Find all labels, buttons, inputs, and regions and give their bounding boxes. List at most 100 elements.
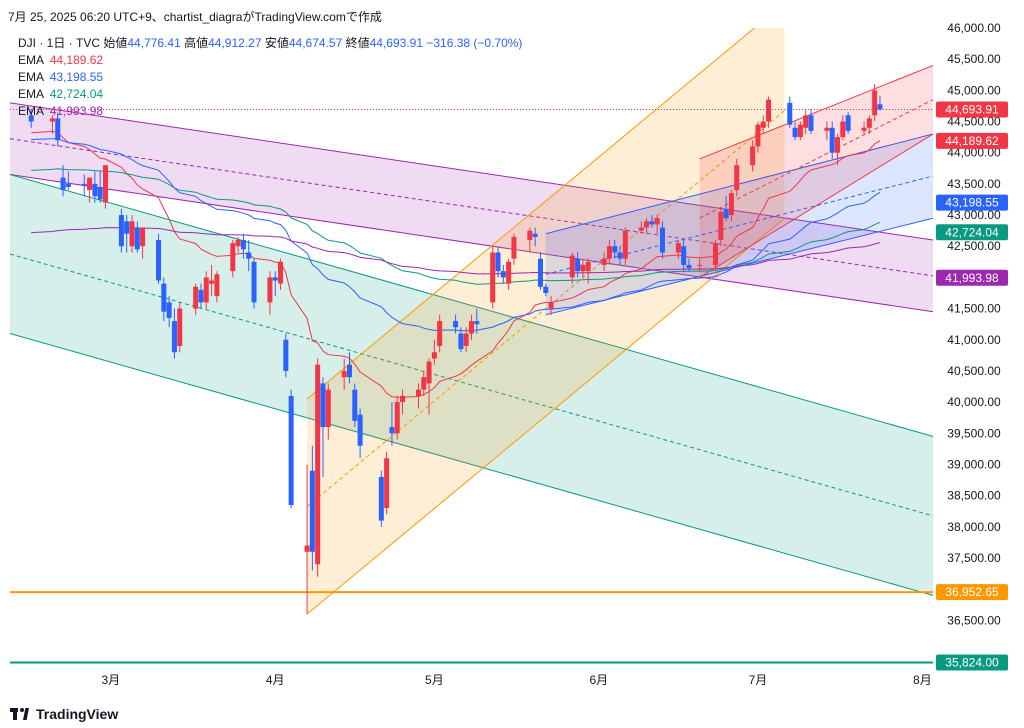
price-tag-bg	[936, 269, 1008, 286]
price-tag: 35,824.00	[936, 654, 1008, 671]
candle	[659, 221, 665, 259]
ema-row-2[interactable]: EMA 43,198.55	[18, 69, 522, 86]
candle-body	[240, 240, 246, 250]
candle-body	[659, 227, 665, 253]
candle	[845, 112, 851, 134]
candle	[617, 246, 623, 265]
candle-body	[500, 271, 506, 278]
candle	[325, 383, 331, 440]
candle-body	[766, 99, 772, 122]
candle	[378, 470, 384, 527]
ema-value: 41,993.98	[49, 104, 104, 118]
price-tag-label: 44,189.62	[945, 134, 999, 148]
candle-body	[288, 395, 294, 505]
candle	[437, 314, 443, 353]
candle-body	[384, 458, 390, 509]
candle-body	[309, 470, 315, 552]
candle	[474, 308, 480, 334]
candle	[585, 258, 591, 284]
candle	[606, 240, 612, 265]
candle-body	[644, 221, 650, 228]
time-tick-label: 7月	[749, 673, 768, 687]
candle-body	[797, 124, 803, 138]
candle	[177, 302, 183, 353]
candle	[787, 96, 793, 128]
candle-body	[283, 339, 289, 371]
candle	[803, 109, 809, 134]
candle-body	[214, 274, 220, 297]
candle	[548, 296, 554, 315]
candle	[49, 115, 55, 134]
price-tag: 42,724.04	[936, 224, 1008, 241]
candle-body	[102, 165, 108, 203]
candle-body	[415, 389, 421, 396]
candle	[124, 215, 130, 253]
candle-body	[872, 90, 878, 116]
candle	[81, 174, 87, 197]
candle-body	[824, 127, 830, 131]
candle-body	[532, 233, 538, 237]
candle-body	[357, 414, 363, 446]
candle-body	[469, 321, 474, 334]
candle	[638, 221, 644, 234]
close-label: 終値	[345, 36, 370, 50]
ema-row-4[interactable]: EMA 41,993.98	[18, 103, 522, 120]
candle	[278, 258, 284, 290]
candle	[728, 190, 734, 222]
candle-body	[675, 243, 681, 253]
open-value: 44,776.41	[127, 36, 181, 50]
candle-body	[803, 115, 809, 128]
candle	[675, 240, 681, 259]
candle-body	[506, 261, 512, 284]
price-tag-bg	[936, 101, 1008, 118]
ema-line-20	[31, 130, 881, 398]
candle-body	[474, 321, 480, 325]
candle	[835, 134, 841, 166]
price-tick-label: 45,000.00	[947, 83, 1001, 97]
price-tick-label: 44,500.00	[947, 115, 1001, 129]
candle	[171, 308, 177, 359]
candle-body	[845, 115, 851, 131]
candle	[469, 314, 474, 340]
candle	[872, 84, 878, 122]
candle	[309, 445, 315, 571]
candle-body	[198, 289, 204, 303]
candle	[750, 140, 756, 172]
candle	[28, 109, 34, 128]
candle-body	[840, 121, 846, 138]
candle	[723, 196, 729, 222]
price-tag-bg	[936, 132, 1008, 149]
candle-body	[463, 333, 469, 346]
candle	[686, 258, 692, 272]
price-tick-label: 41,500.00	[947, 302, 1001, 316]
ema-label: EMA	[18, 87, 44, 101]
price-tag-label: 43,198.55	[945, 196, 999, 210]
candle-body	[453, 321, 459, 328]
candle	[543, 283, 549, 297]
candle-body	[251, 261, 257, 303]
symbol-label[interactable]: DJI · 1日 · TVC	[18, 36, 101, 50]
candle	[352, 383, 358, 428]
candle	[315, 358, 321, 577]
candle-body	[458, 333, 464, 350]
candle-body	[718, 211, 724, 240]
candle	[824, 121, 830, 141]
candle-body	[723, 208, 729, 219]
candle-body	[649, 221, 655, 225]
ema-row-3[interactable]: EMA 42,724.04	[18, 86, 522, 103]
candle-body	[728, 193, 734, 216]
red-channel-median-line	[699, 99, 933, 219]
candle-body	[129, 221, 135, 247]
candle-body	[760, 121, 766, 128]
candle	[304, 464, 310, 615]
candle	[246, 240, 252, 272]
candle	[235, 236, 241, 253]
price-tick-label: 39,500.00	[947, 426, 1001, 440]
price-tick-label: 44,000.00	[947, 146, 1001, 160]
candle-body	[140, 227, 146, 247]
price-tag-label: 41,993.98	[945, 271, 999, 285]
candle	[431, 339, 437, 365]
price-tick-label: 40,000.00	[947, 395, 1001, 409]
ema-row-1[interactable]: EMA 44,189.62	[18, 52, 522, 69]
